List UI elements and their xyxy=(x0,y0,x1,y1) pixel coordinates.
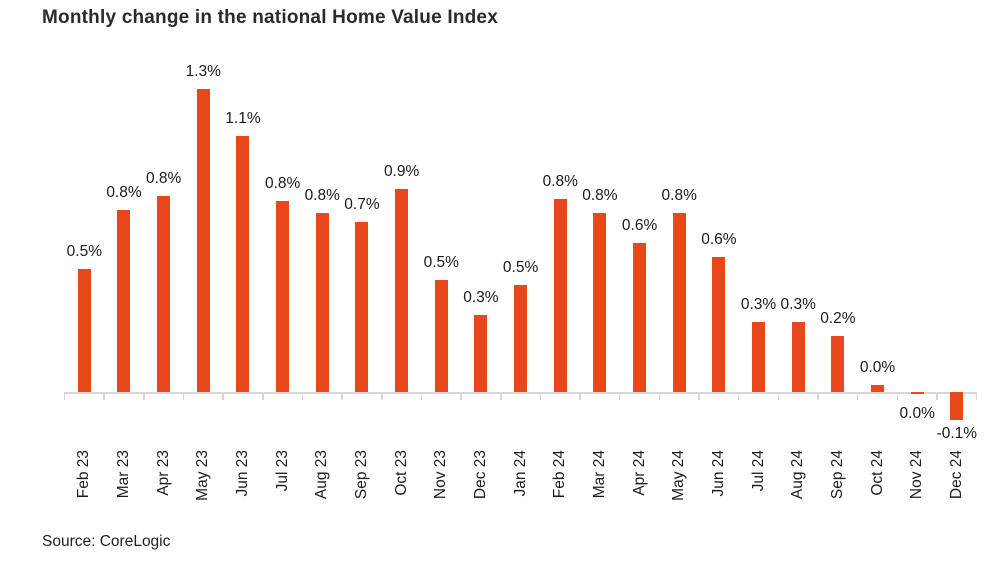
axis-tick xyxy=(856,392,859,400)
bar xyxy=(950,392,964,420)
axis-tick xyxy=(658,392,661,400)
bar xyxy=(672,212,686,392)
x-axis-tick-label: May 24 xyxy=(670,450,688,501)
bar xyxy=(593,212,607,392)
x-axis-tick-label: Feb 23 xyxy=(75,450,93,499)
bar-value-label: 0.0% xyxy=(899,405,935,422)
axis-tick xyxy=(222,392,224,400)
bar xyxy=(355,221,369,392)
axis-tick xyxy=(103,392,105,400)
axis-tick xyxy=(579,392,581,400)
bar xyxy=(77,268,91,392)
bar xyxy=(474,315,488,392)
bar xyxy=(395,189,409,392)
bar xyxy=(791,322,805,392)
x-axis-tick-label: Oct 24 xyxy=(868,450,886,496)
bar xyxy=(236,135,250,392)
x-axis-tick-label: Sep 23 xyxy=(352,450,370,500)
axis-tick xyxy=(896,392,899,400)
bar xyxy=(514,284,528,392)
bar xyxy=(117,210,131,392)
axis-tick xyxy=(381,392,383,400)
bar xyxy=(633,242,647,392)
x-axis-tick-label: Aug 23 xyxy=(313,450,331,500)
x-axis-tick-label: Jul 23 xyxy=(273,450,291,492)
axis-tick xyxy=(698,392,700,400)
bar-value-label: 0.9% xyxy=(383,163,420,181)
bar-value-label: 1.1% xyxy=(225,109,261,127)
x-axis-tick-label: Apr 24 xyxy=(630,450,648,496)
x-axis-tick-label: May 23 xyxy=(194,450,212,501)
x-axis-tick-label: Aug 24 xyxy=(789,450,807,500)
x-axis-tick-label: Feb 24 xyxy=(551,450,569,499)
x-axis-tick-label: Jun 24 xyxy=(709,450,727,497)
bar xyxy=(196,89,210,392)
axis-tick xyxy=(301,392,304,400)
axis-tick xyxy=(262,392,264,400)
x-axis-tick-label: Apr 23 xyxy=(154,450,172,496)
bar xyxy=(553,198,567,392)
bar-value-label: 0.6% xyxy=(621,216,658,234)
bar xyxy=(712,256,726,392)
x-axis-tick-label: Nov 24 xyxy=(908,450,926,500)
axis-tick xyxy=(500,392,502,400)
bar xyxy=(315,212,329,392)
bar xyxy=(276,200,290,392)
x-axis-tick-label: Dec 24 xyxy=(947,450,965,500)
x-axis-tick-label: Mar 23 xyxy=(114,450,132,499)
axis-tick xyxy=(420,392,423,400)
axis-tick xyxy=(817,392,819,400)
bar-value-label: 0.7% xyxy=(344,195,380,213)
bar-value-label: 0.3% xyxy=(780,296,816,314)
x-axis-tick-label: Dec 23 xyxy=(471,450,489,500)
bar xyxy=(157,196,171,392)
bar-value-label: 0.8% xyxy=(145,170,182,188)
bar-value-label: 0.6% xyxy=(701,230,737,248)
bar-value-label: 0.5% xyxy=(423,254,459,272)
axis-tick xyxy=(975,392,978,400)
bar-value-label: 0.8% xyxy=(582,186,618,204)
bar-value-label: 0.8% xyxy=(661,186,697,204)
bar xyxy=(831,336,845,392)
bar-value-label: 0.3% xyxy=(740,296,777,314)
bar-value-label: 0.3% xyxy=(463,289,499,307)
axis-tick xyxy=(777,392,780,400)
bar-value-label: -0.1% xyxy=(936,424,978,442)
bar-value-label: 0.5% xyxy=(66,242,102,260)
bar-value-label: 0.8% xyxy=(304,186,340,204)
x-axis-tick-label: Jun 23 xyxy=(233,450,251,497)
bar-value-label: 1.3% xyxy=(185,63,221,81)
bar-value-label: 0.0% xyxy=(859,359,896,377)
x-axis-tick-label: Mar 24 xyxy=(590,450,608,499)
bar-value-label: 0.8% xyxy=(542,172,578,190)
chart-title: Monthly change in the national Home Valu… xyxy=(42,7,498,28)
bar-value-label: 0.8% xyxy=(106,184,142,202)
axis-tick xyxy=(182,392,185,400)
bar-value-label: 0.2% xyxy=(820,310,856,328)
axis-tick xyxy=(539,392,542,400)
x-axis-tick-label: Sep 24 xyxy=(828,450,846,500)
x-axis-line xyxy=(64,392,977,394)
x-axis-tick-label: Jan 24 xyxy=(511,450,529,497)
axis-tick xyxy=(63,392,66,400)
source-note: Source: CoreLogic xyxy=(42,533,171,550)
axis-tick xyxy=(618,392,621,400)
bar xyxy=(871,385,885,392)
axis-tick xyxy=(737,392,740,400)
axis-tick xyxy=(460,392,462,400)
x-axis-tick-label: Oct 23 xyxy=(392,450,410,496)
bar-value-label: 0.8% xyxy=(264,174,301,192)
axis-tick xyxy=(341,392,343,400)
bar xyxy=(910,392,924,395)
bar-value-label: 0.5% xyxy=(502,258,539,276)
bar xyxy=(752,322,766,392)
axis-tick xyxy=(143,392,145,400)
bar xyxy=(434,280,448,392)
axis-tick xyxy=(936,392,938,400)
x-axis-tick-label: Jul 24 xyxy=(749,450,767,492)
x-axis-tick-label: Nov 23 xyxy=(432,450,450,500)
